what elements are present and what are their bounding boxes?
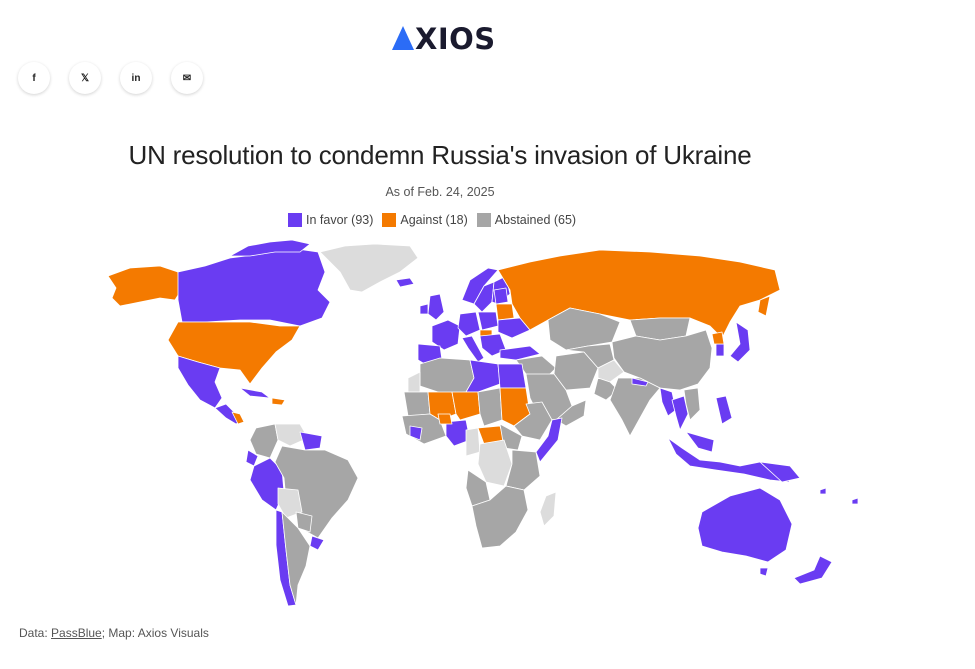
region-germany (457, 311, 481, 337)
region-nepal (631, 377, 649, 387)
region-belarus (495, 303, 515, 321)
legend-swatch-in-favor (288, 213, 302, 227)
region-mexico (177, 355, 223, 409)
region-venezuela (274, 423, 309, 447)
region-turkey (499, 345, 541, 361)
email-icon: ✉ (182, 72, 192, 84)
axios-logo-mark (392, 26, 414, 50)
share-email-button[interactable]: ✉ (171, 62, 203, 94)
region-mauritania (403, 391, 431, 417)
region-canada (177, 247, 331, 327)
axios-logo-wordmark: XIOS (415, 22, 496, 56)
legend-item-in-favor: In favor (93) (288, 213, 373, 227)
region-south-korea (715, 343, 725, 357)
region-france (431, 319, 461, 351)
region-egypt (497, 363, 527, 389)
region-indonesia (667, 437, 791, 483)
region-kenya-tanzania (505, 449, 541, 491)
region-morocco-algeria (419, 357, 475, 395)
region-vietnam-laos (683, 387, 701, 421)
region-fiji (851, 497, 859, 505)
region-cuba (239, 387, 271, 399)
region-drc (477, 439, 513, 487)
world-map (107, 239, 859, 607)
facebook-icon: f (32, 72, 36, 84)
region-yemen-oman (555, 399, 587, 427)
region-guinea (409, 425, 423, 441)
region-pacific-islands (819, 487, 827, 495)
region-nicaragua (231, 411, 245, 425)
x-icon: 𝕏 (80, 72, 90, 84)
region-australia (697, 487, 793, 563)
region-hispaniola (271, 397, 286, 406)
share-x-button[interactable]: 𝕏 (69, 62, 101, 94)
source-prefix: Data: (19, 626, 52, 640)
region-niger (451, 391, 481, 421)
region-greenland (319, 243, 419, 293)
region-thailand (671, 395, 689, 431)
region-uk (427, 293, 445, 321)
share-bar: f 𝕏 in ✉ (18, 62, 203, 94)
region-ireland (419, 303, 429, 315)
axios-logo[interactable]: XIOS (392, 22, 510, 56)
region-colombia (249, 423, 279, 459)
region-bolivia (277, 487, 303, 519)
legend-swatch-abstained (476, 213, 491, 227)
region-myanmar (659, 387, 677, 417)
region-india (609, 377, 661, 437)
region-malaysia (685, 431, 715, 453)
legend-label-in-favor: In favor (93) (306, 213, 374, 227)
linkedin-icon: in (131, 72, 141, 84)
region-poland (477, 311, 499, 331)
region-guyana (299, 431, 323, 451)
region-nigeria (445, 419, 471, 447)
region-brazil (274, 445, 359, 539)
map-title: UN resolution to condemn Russia's invasi… (128, 140, 752, 170)
source-suffix: ; Map: Axios Visuals (101, 626, 209, 640)
legend-item-abstained: Abstained (65) (476, 213, 577, 227)
region-china (611, 329, 713, 391)
region-chad (477, 387, 503, 427)
region-afghanistan (597, 359, 625, 383)
region-uruguay (309, 535, 325, 551)
region-baltics (493, 287, 509, 305)
share-facebook-button[interactable]: f (18, 62, 50, 94)
share-linkedin-button[interactable]: in (120, 62, 152, 94)
source-link-passblue[interactable]: PassBlue (51, 626, 102, 640)
region-somalia (535, 417, 563, 463)
region-western-sahara (407, 371, 421, 393)
region-burkina (437, 413, 453, 425)
region-paraguay (295, 511, 313, 533)
region-tasmania (759, 567, 769, 577)
region-alaska (107, 265, 181, 307)
region-madagascar (539, 491, 557, 527)
legend-swatch-against (382, 213, 397, 227)
region-new-zealand (793, 555, 833, 585)
region-japan (729, 321, 751, 363)
map-subtitle: As of Feb. 24, 2025 (385, 185, 495, 199)
source-note: Data: PassBlue; Map: Axios Visuals (19, 626, 209, 640)
region-italy (461, 335, 485, 363)
map-legend: In favor (93) Against (18) Abstained (65… (288, 213, 576, 227)
region-iceland (395, 277, 415, 288)
region-balkans (479, 333, 507, 357)
region-canada-arctic (229, 239, 311, 257)
region-southern-africa (471, 485, 529, 549)
legend-item-against: Against (18) (382, 213, 468, 227)
region-ukraine (497, 317, 531, 339)
region-north-korea (711, 331, 725, 345)
region-kamchatka (757, 295, 771, 317)
region-argentina (281, 511, 311, 606)
region-papua (759, 461, 801, 483)
legend-label-against: Against (18) (400, 213, 468, 227)
region-philippines (715, 395, 733, 425)
legend-label-abstained: Abstained (65) (494, 213, 577, 227)
region-syria-iraq (515, 355, 557, 379)
region-eritrea-ethiopia (513, 401, 553, 441)
region-cameroon (465, 427, 481, 457)
